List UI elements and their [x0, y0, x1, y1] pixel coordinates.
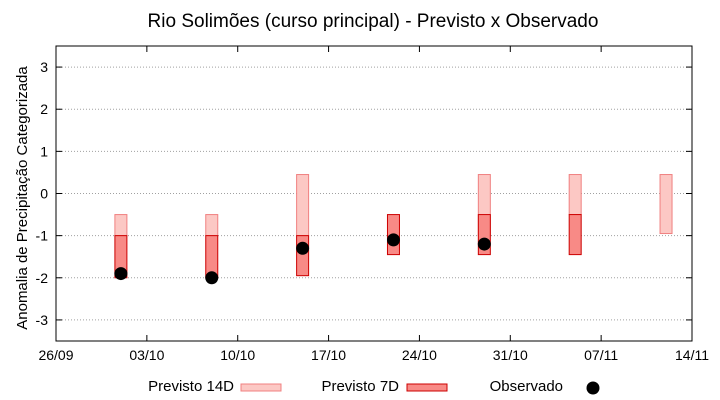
- legend-key-previsto-14d: [240, 383, 282, 392]
- bar-previsto-14d: [205, 214, 219, 237]
- x-tick-label: 24/10: [402, 347, 437, 363]
- legend-key-previsto-7d: [406, 383, 448, 392]
- series-previsto-7d: [114, 214, 582, 279]
- bar-previsto-14d: [114, 214, 128, 237]
- legend-label: Previsto 7D: [321, 378, 399, 395]
- point-observado: [296, 241, 310, 255]
- legend-label: Observado: [490, 378, 563, 395]
- y-tick-label: -1: [36, 228, 49, 244]
- bar-previsto-14d: [659, 174, 673, 235]
- x-tick-label: 26/09: [38, 347, 73, 363]
- y-axis-label: Anomalia de Precipitação Categorizada: [14, 66, 31, 330]
- y-tick-label: 0: [40, 186, 48, 202]
- y-tick-label: 3: [40, 59, 48, 75]
- bar-previsto-14d: [296, 174, 310, 237]
- legend-label: Previsto 14D: [148, 378, 234, 395]
- y-tick-label: 1: [40, 143, 48, 159]
- legend: Previsto 14D Previsto 7D Observado: [148, 378, 600, 395]
- bar-previsto-7d: [568, 214, 582, 256]
- point-observado: [386, 233, 400, 247]
- x-tick-label: 14/11: [675, 347, 709, 363]
- y-tick-label: 2: [40, 101, 48, 117]
- x-tick-label: 31/10: [493, 347, 528, 363]
- x-tick-label: 03/10: [129, 347, 164, 363]
- bar-previsto-14d: [568, 174, 582, 216]
- x-tick-label: 17/10: [311, 347, 346, 363]
- legend-key-observado: [586, 381, 600, 395]
- point-observado: [114, 267, 128, 281]
- axis-ticks: -3 -2 -1 0 1 2 3 26/09 03/10 10/10 17/10 24/10 31/10…: [36, 46, 709, 363]
- series-observado: [114, 233, 491, 285]
- y-tick-label: -3: [36, 312, 49, 328]
- x-tick-label: 10/10: [220, 347, 255, 363]
- chart-title: Rio Solimões (curso principal) - Previst…: [148, 11, 599, 32]
- x-tick-label: 07/11: [584, 347, 618, 363]
- grid-lines: [56, 66, 692, 321]
- bar-previsto-7d: [296, 235, 310, 277]
- point-observado: [477, 237, 491, 251]
- point-observado: [205, 271, 219, 285]
- y-tick-label: -2: [36, 270, 49, 286]
